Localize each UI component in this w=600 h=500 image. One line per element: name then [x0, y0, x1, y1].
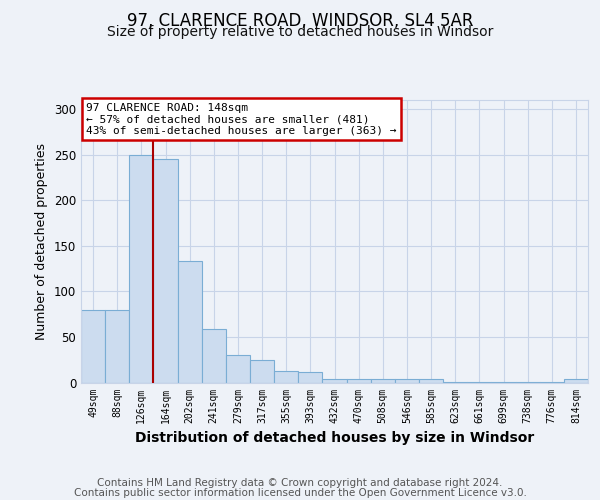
- Bar: [371, 379, 395, 382]
- Text: Contains public sector information licensed under the Open Government Licence v3: Contains public sector information licen…: [74, 488, 526, 498]
- Bar: [105, 310, 129, 382]
- Text: Size of property relative to detached houses in Windsor: Size of property relative to detached ho…: [107, 25, 493, 39]
- Bar: [322, 379, 347, 382]
- Text: Contains HM Land Registry data © Crown copyright and database right 2024.: Contains HM Land Registry data © Crown c…: [97, 478, 503, 488]
- Bar: [298, 372, 322, 382]
- Bar: [154, 159, 178, 382]
- Bar: [250, 360, 274, 382]
- Bar: [202, 328, 226, 382]
- Bar: [564, 379, 588, 382]
- Text: 97, CLARENCE ROAD, WINDSOR, SL4 5AR: 97, CLARENCE ROAD, WINDSOR, SL4 5AR: [127, 12, 473, 30]
- Bar: [226, 355, 250, 382]
- Bar: [81, 310, 105, 382]
- Bar: [395, 379, 419, 382]
- Bar: [419, 379, 443, 382]
- Bar: [274, 370, 298, 382]
- Bar: [178, 262, 202, 382]
- Y-axis label: Number of detached properties: Number of detached properties: [35, 143, 49, 340]
- Bar: [129, 154, 154, 382]
- Text: 97 CLARENCE ROAD: 148sqm
← 57% of detached houses are smaller (481)
43% of semi-: 97 CLARENCE ROAD: 148sqm ← 57% of detach…: [86, 103, 397, 136]
- Bar: [347, 379, 371, 382]
- X-axis label: Distribution of detached houses by size in Windsor: Distribution of detached houses by size …: [135, 431, 534, 445]
